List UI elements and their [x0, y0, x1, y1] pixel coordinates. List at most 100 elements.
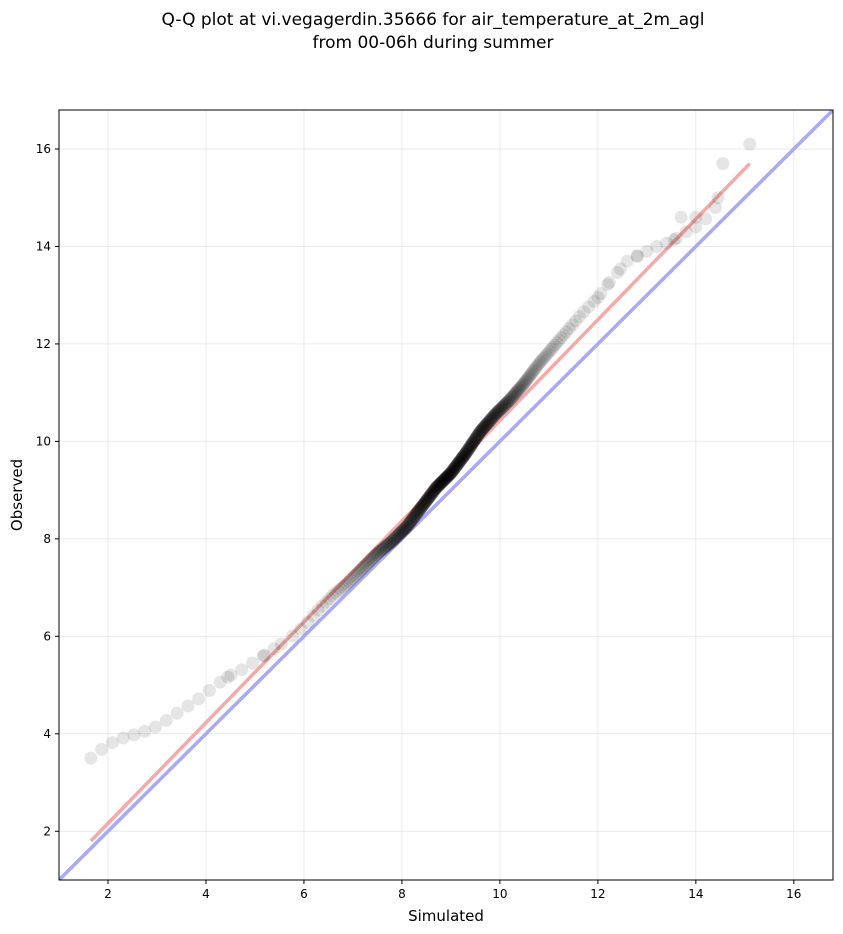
quantile-point-114: [411, 504, 425, 518]
quantile-point-329: [487, 409, 501, 423]
quantile-point-44: [373, 544, 387, 558]
quantile-point-325: [485, 411, 499, 425]
quantile-point-320: [483, 414, 497, 428]
quantile-point-264: [462, 442, 476, 456]
quantile-point-10: [322, 592, 336, 606]
quantile-point-73: [393, 527, 407, 541]
quantile-point-116: [412, 503, 426, 517]
quantile-point-434: [235, 663, 249, 677]
x-axis-ticks: 2 4 6 8 10 12 14 16: [104, 880, 801, 901]
quantile-point-293: [472, 427, 486, 441]
quantile-point-47: [376, 542, 390, 556]
quantile-point-440: [610, 265, 624, 279]
y-axis-label: Observed: [8, 459, 26, 531]
quantile-point-391: [531, 358, 545, 372]
quantile-point-100: [406, 512, 420, 526]
quantile-point-166: [430, 480, 444, 494]
quantile-point-253: [458, 448, 472, 462]
quantile-point-448: [689, 220, 703, 234]
quantile-point-259: [460, 445, 474, 459]
quantile-point-66: [389, 531, 403, 545]
quantile-point-386: [525, 366, 539, 380]
quantile-point-352: [499, 397, 513, 411]
quantile-point-2: [274, 637, 288, 651]
quantile-point-358: [502, 393, 516, 407]
quantile-point-379: [518, 375, 532, 389]
quantile-point-88: [400, 519, 414, 533]
quantile-point-343: [494, 402, 508, 416]
quantile-point-36: [366, 551, 380, 565]
quantile-point-408: [562, 321, 576, 335]
quantile-point-113: [411, 505, 425, 519]
fit-line: [89, 162, 751, 843]
quantile-point-81: [397, 523, 411, 537]
quantile-point-194: [439, 471, 453, 485]
quantile-point-275: [465, 437, 479, 451]
quantile-point-286: [469, 431, 483, 445]
quantile-point-171: [432, 478, 446, 492]
quantile-point-189: [437, 473, 451, 487]
quantile-point-90: [401, 518, 415, 532]
quantile-point-126: [416, 498, 430, 512]
quantile-point-239: [453, 454, 467, 468]
quantile-point-141: [421, 491, 435, 505]
quantile-point-165: [430, 480, 444, 494]
quantile-point-125: [416, 499, 430, 513]
quantile-point-272: [464, 438, 478, 452]
quantile-point-103: [407, 510, 421, 524]
quantile-point-207: [443, 467, 457, 481]
quantile-point-191: [438, 472, 452, 486]
quantile-point-287: [470, 430, 484, 444]
quantile-point-38: [368, 549, 382, 563]
quantile-point-233: [451, 456, 465, 470]
quantile-point-385: [524, 367, 538, 381]
quantile-point-1: [257, 648, 271, 662]
quantile-point-169: [431, 479, 445, 493]
quantile-point-74: [393, 526, 407, 540]
quantile-point-353: [499, 396, 513, 410]
quantile-point-42: [372, 546, 386, 560]
quantile-point-245: [455, 451, 469, 465]
quantile-point-322: [484, 413, 498, 427]
quantile-point-150: [425, 487, 439, 501]
quantile-point-247: [456, 450, 470, 464]
quantile-point-306: [477, 421, 491, 435]
quantile-point-262: [461, 443, 475, 457]
quantile-point-404: [552, 333, 566, 347]
x-tick-label-6: 14: [688, 887, 703, 901]
quantile-point-403: [550, 336, 564, 350]
quantile-point-168: [431, 479, 445, 493]
quantile-point-430: [192, 692, 206, 706]
quantile-point-388: [527, 363, 541, 377]
quantile-point-240: [454, 453, 468, 467]
quantile-point-18: [342, 575, 356, 589]
outlier-point-1: [689, 210, 703, 224]
quantile-point-45: [374, 543, 388, 557]
quantile-point-208: [443, 467, 457, 481]
quantile-point-21: [347, 570, 361, 584]
quantile-point-423: [116, 731, 130, 745]
quantile-point-221: [448, 461, 462, 475]
quantile-point-432: [213, 675, 227, 689]
y-tick-label-4: 10: [36, 434, 51, 448]
quantile-point-32: [362, 555, 376, 569]
y-tick-label-7: 16: [36, 142, 51, 156]
quantile-point-445: [659, 236, 673, 250]
quantile-point-156: [427, 484, 441, 498]
quantile-point-392: [532, 357, 546, 371]
quantile-point-251: [457, 448, 471, 462]
quantile-point-119: [413, 502, 427, 516]
quantile-point-248: [456, 450, 470, 464]
quantile-point-123: [415, 500, 429, 514]
quantile-point-361: [504, 391, 518, 405]
quantile-point-257: [459, 446, 473, 460]
quantile-point-375: [515, 379, 529, 393]
quantile-point-398: [541, 346, 555, 360]
quantile-point-173: [432, 478, 446, 492]
quantile-point-285: [469, 431, 483, 445]
quantile-point-443: [640, 244, 654, 258]
quantile-point-317: [481, 415, 495, 429]
quantile-point-348: [496, 399, 510, 413]
quantile-point-13: [331, 584, 345, 598]
quantile-point-362: [505, 390, 519, 404]
